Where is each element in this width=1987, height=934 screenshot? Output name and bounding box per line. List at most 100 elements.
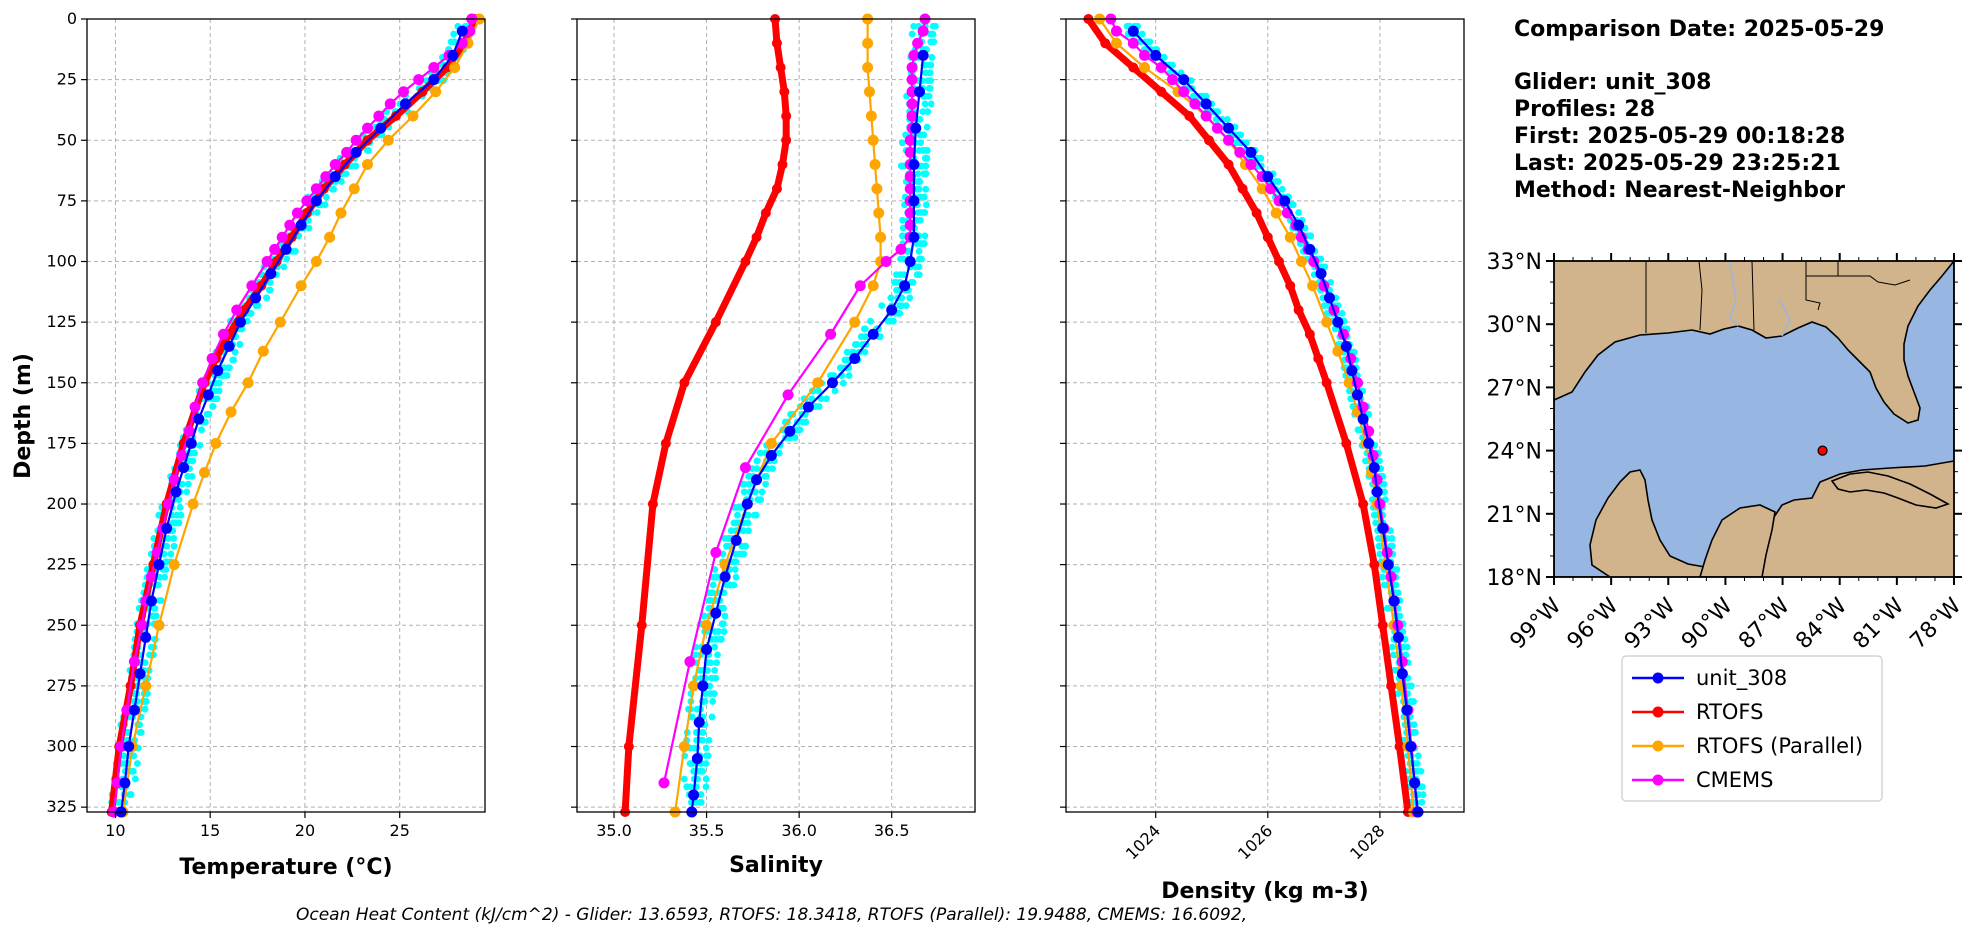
y-tick-label: 200 bbox=[46, 494, 77, 513]
glider-profile-point bbox=[144, 690, 151, 698]
cmems-line bbox=[662, 18, 927, 784]
glider-profile-point bbox=[705, 597, 713, 604]
state-borders bbox=[1645, 261, 1911, 333]
cmems-point bbox=[197, 377, 209, 389]
glider-profile-point bbox=[1295, 209, 1303, 216]
glider-profile-point bbox=[924, 108, 932, 116]
cmems-point bbox=[908, 49, 920, 61]
glider-profile-point bbox=[908, 30, 916, 38]
glider-profile-point bbox=[927, 61, 935, 69]
glider-profile-point bbox=[1374, 535, 1382, 542]
glider-point bbox=[428, 74, 440, 86]
rtofs_parallel-point bbox=[187, 498, 199, 510]
gulf-of-mexico-water bbox=[1554, 261, 1954, 577]
temperature-panel: 10 15 20 25 0 25 50 75 100 125 150 175 200 225 250 275… bbox=[11, 9, 486, 880]
glider-profile-point bbox=[1410, 721, 1418, 729]
glider-profile-point bbox=[305, 224, 313, 232]
glider-point bbox=[250, 292, 262, 304]
rtofs-point bbox=[1223, 159, 1234, 170]
glider-profile-point bbox=[926, 84, 934, 92]
cmems-point bbox=[1396, 656, 1408, 668]
glider-profile-point bbox=[721, 535, 729, 542]
glider-point bbox=[904, 256, 916, 268]
glider-profile-point bbox=[157, 597, 165, 604]
glider-profile-point bbox=[906, 294, 914, 302]
glider-profile-point bbox=[691, 651, 699, 659]
cmems-point bbox=[904, 146, 916, 158]
legend-label-cmems: CMEMS bbox=[1696, 768, 1774, 792]
glider-profile-point bbox=[699, 736, 706, 744]
glider-profile-point bbox=[713, 659, 720, 667]
glider-point bbox=[1346, 365, 1358, 377]
glider-point bbox=[1315, 268, 1327, 280]
glider-profile-point bbox=[893, 271, 900, 279]
glider-profile-point bbox=[775, 449, 783, 457]
legend-label-rtofs: RTOFS bbox=[1696, 700, 1763, 724]
cmems-point bbox=[310, 183, 322, 195]
glider-profile-point bbox=[917, 209, 925, 216]
glider-profile-point bbox=[155, 581, 162, 589]
glider-profile-point bbox=[699, 729, 707, 736]
glider-point bbox=[161, 522, 173, 534]
glider-point bbox=[1262, 171, 1274, 183]
glider-profile-point bbox=[861, 348, 869, 356]
glider-point bbox=[1409, 777, 1421, 789]
y-tick-label: 275 bbox=[46, 676, 77, 695]
glider-profile-point bbox=[744, 527, 752, 535]
rtofs_parallel-point bbox=[849, 316, 861, 328]
glider-point bbox=[701, 644, 713, 656]
glider-profile-point bbox=[928, 53, 936, 61]
rtofs_parallel-point bbox=[869, 159, 881, 171]
glider-profile-point bbox=[927, 30, 934, 38]
glider-profile-point bbox=[1418, 783, 1426, 791]
glider-profile-point bbox=[1380, 581, 1388, 589]
cmems-point bbox=[428, 62, 440, 74]
glider-profile-point bbox=[1257, 154, 1265, 162]
glider-profile-point bbox=[752, 511, 760, 519]
rtofs_parallel-point bbox=[449, 62, 461, 74]
glider-profile-point bbox=[196, 441, 204, 449]
glider-profile-point bbox=[853, 341, 861, 348]
glider-point bbox=[802, 401, 814, 413]
rtofs-point bbox=[1369, 559, 1380, 570]
rtofs-point bbox=[679, 377, 690, 388]
glider-profile-point bbox=[1232, 139, 1240, 147]
legend-marker-cmems bbox=[1652, 774, 1664, 786]
cmems-point bbox=[145, 571, 157, 583]
cmems-point bbox=[1234, 146, 1246, 158]
rtofs_parallel-point bbox=[1332, 345, 1344, 357]
rtofs_parallel-point bbox=[862, 37, 874, 49]
cmems-point bbox=[1223, 134, 1235, 146]
rtofs_parallel-point bbox=[873, 207, 885, 219]
rtofs-point bbox=[647, 499, 658, 510]
rtofs_parallel-point bbox=[1295, 256, 1307, 268]
glider-profile-point bbox=[845, 372, 853, 379]
glider-profile-point bbox=[163, 542, 171, 550]
glider-profile-point bbox=[734, 511, 741, 519]
rtofs-point bbox=[775, 62, 786, 73]
x-tick-label: 36.5 bbox=[874, 821, 910, 840]
rtofs_parallel-line bbox=[121, 18, 481, 813]
glider-profile-point bbox=[697, 666, 705, 674]
cmems-point bbox=[361, 122, 373, 134]
x-tick-label: 36.0 bbox=[781, 821, 817, 840]
profile-count: Profiles: 28 bbox=[1514, 97, 1655, 122]
lon-tick-label: 78°W bbox=[1906, 593, 1967, 654]
rtofs-point bbox=[417, 86, 428, 97]
glider-point bbox=[826, 377, 838, 389]
lon-tick-label: 87°W bbox=[1734, 593, 1795, 654]
glider-profile-point bbox=[696, 798, 704, 806]
glider-profile-point bbox=[209, 403, 217, 410]
cmems-point bbox=[739, 462, 751, 474]
glider-profile-point bbox=[1407, 698, 1415, 705]
glider-point bbox=[280, 243, 292, 255]
glider-profile-point bbox=[791, 434, 799, 441]
rtofs_parallel-point bbox=[140, 680, 152, 692]
cmems-point bbox=[895, 243, 907, 255]
glider-profile-point bbox=[715, 628, 722, 635]
legend-label-glider: unit_308 bbox=[1696, 666, 1787, 691]
cmems-point bbox=[1245, 159, 1257, 171]
rtofs-line bbox=[108, 17, 479, 813]
glider-profile-point bbox=[912, 263, 920, 271]
glider-profile-point bbox=[918, 255, 925, 263]
